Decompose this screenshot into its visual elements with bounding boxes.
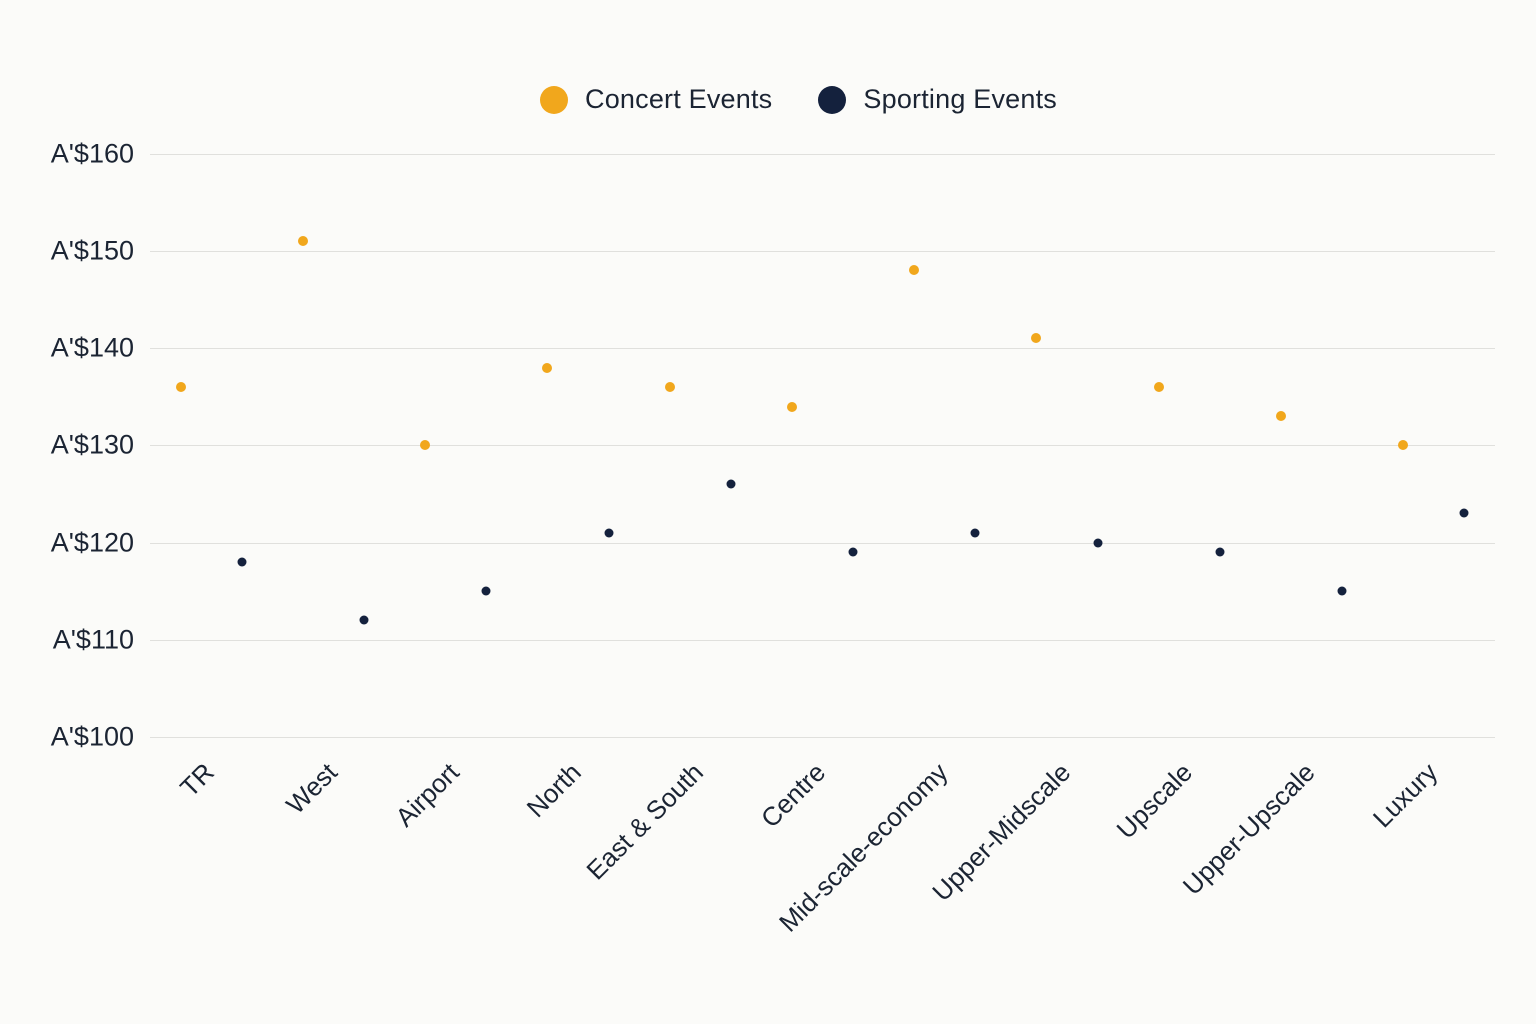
point-sporting-events-east-south: [726, 479, 736, 489]
y-axis-tick-label: A'$120: [50, 527, 134, 558]
point-concert-events-airport: [420, 440, 431, 451]
point-concert-events-tr: [175, 382, 186, 393]
point-sporting-events-upscale: [1215, 547, 1225, 557]
point-concert-events-west: [297, 236, 308, 247]
gridline-110: [150, 640, 1495, 641]
chart-legend: Concert Events Sporting Events: [540, 84, 1057, 115]
x-axis-tick-label-upscale: Upscale: [1110, 757, 1199, 845]
point-sporting-events-upper-upscale: [1337, 586, 1347, 596]
gridline-120: [150, 543, 1495, 544]
legend-label-concert-events: Concert Events: [585, 84, 773, 114]
point-sporting-events-tr: [237, 557, 247, 567]
x-axis-tick-label-east-south: East & South: [580, 757, 710, 886]
concert-events-marker-icon: [540, 85, 568, 114]
point-sporting-events-mid-scale-economy: [970, 528, 980, 538]
sporting-events-marker-icon: [818, 85, 847, 114]
y-axis-tick-label: A'$140: [50, 332, 134, 363]
legend-item-sporting-events[interactable]: Sporting Events: [818, 84, 1057, 115]
point-sporting-events-north: [604, 528, 614, 538]
y-axis-tick-label: A'$100: [50, 721, 134, 752]
point-sporting-events-west: [359, 615, 369, 625]
y-axis-tick-label: A'$130: [50, 429, 134, 460]
point-concert-events-upper-upscale: [1276, 411, 1287, 422]
point-concert-events-upscale: [1153, 382, 1164, 393]
gridline-150: [150, 251, 1495, 252]
x-axis-tick-label-luxury: Luxury: [1366, 757, 1444, 834]
x-axis-tick-label-north: North: [521, 757, 588, 824]
point-sporting-events-luxury: [1459, 508, 1469, 518]
x-axis-tick-label-tr: TR: [174, 757, 221, 803]
point-concert-events-luxury: [1398, 440, 1409, 451]
point-concert-events-east-south: [664, 382, 675, 393]
x-axis-tick-label-west: West: [279, 757, 343, 820]
x-axis-tick-label-airport: Airport: [389, 757, 465, 833]
legend-item-concert-events[interactable]: Concert Events: [540, 84, 772, 115]
legend-label-sporting-events: Sporting Events: [863, 84, 1057, 114]
y-axis-tick-label: A'$150: [50, 235, 134, 266]
x-axis-tick-label-centre: Centre: [755, 757, 832, 834]
gridline-160: [150, 154, 1495, 155]
point-sporting-events-centre: [848, 547, 858, 557]
point-concert-events-upper-midscale: [1031, 333, 1042, 344]
gridline-100: [150, 737, 1495, 738]
gridline-130: [150, 445, 1495, 446]
point-sporting-events-upper-midscale: [1093, 538, 1103, 548]
point-sporting-events-airport: [481, 586, 491, 596]
point-concert-events-mid-scale-economy: [909, 265, 920, 276]
gridline-140: [150, 348, 1495, 349]
y-axis-tick-label: A'$160: [50, 138, 134, 169]
point-concert-events-centre: [786, 401, 797, 412]
point-concert-events-north: [542, 362, 553, 373]
y-axis-tick-label: A'$110: [52, 624, 134, 655]
